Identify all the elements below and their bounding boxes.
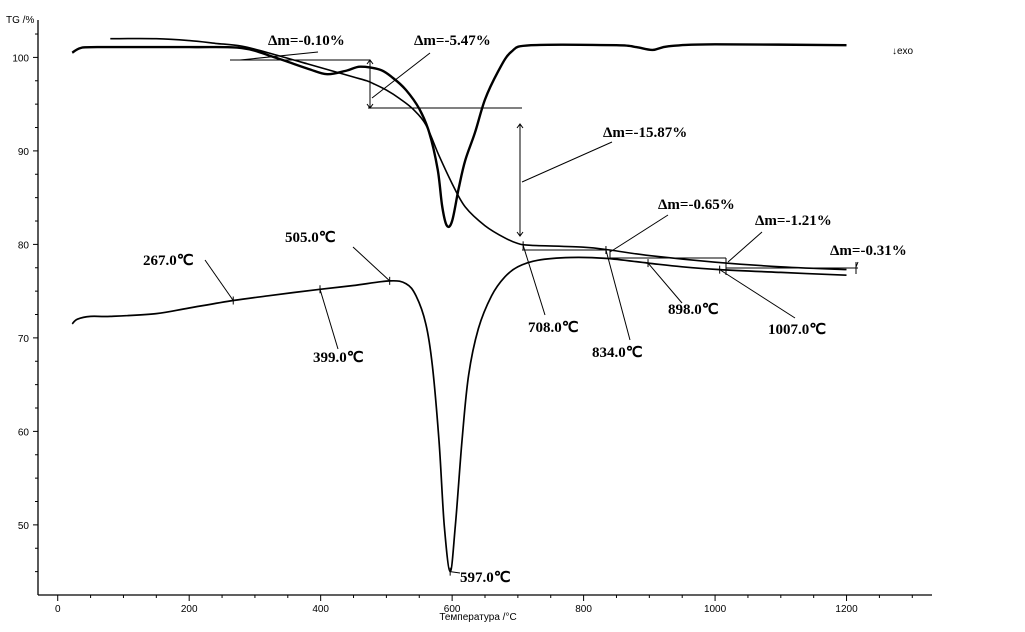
mass-loss-leader: [239, 51, 319, 61]
y-tick-label: 60: [18, 427, 30, 438]
x-tick-label: 1000: [704, 604, 727, 615]
mass-loss-label: Δm=-1.21%: [755, 213, 832, 229]
y-tick-label: 90: [18, 147, 30, 158]
x-tick-label: 800: [575, 604, 592, 615]
temperature-leader: [605, 249, 631, 341]
x-tick-label: 200: [181, 604, 198, 615]
step-guides: [230, 59, 858, 275]
x-tick-label: 0: [55, 604, 61, 615]
curve-dtg: [71, 43, 847, 229]
x-tick-label: 400: [312, 604, 329, 615]
curve-tg: [110, 37, 847, 271]
x-axis-label: Температура /°C: [439, 612, 516, 623]
temperature-leader: [352, 246, 391, 282]
y-tick-label: 100: [12, 53, 29, 64]
axes: [37, 20, 932, 596]
temperature-label: 597.0℃: [460, 570, 511, 586]
x-tick-label: 1200: [835, 604, 858, 615]
bracket-arrowhead: [366, 59, 374, 65]
temperature-label: 1007.0℃: [768, 322, 826, 338]
y-tick-label: 80: [18, 240, 30, 251]
temperature-leader: [719, 269, 796, 319]
mass-loss-leader: [609, 214, 669, 253]
temperature-label: 399.0℃: [313, 350, 364, 366]
x-tick-label: 600: [444, 604, 461, 615]
mass-loss-label: Δm=-0.10%: [268, 33, 345, 49]
mass-loss-leader: [855, 261, 859, 268]
temperature-label: 505.0℃: [285, 230, 336, 246]
exo-direction-label: ↓exo: [892, 46, 914, 57]
curves: [71, 37, 847, 573]
curve-dta: [71, 256, 847, 573]
temperature-leader: [647, 262, 683, 304]
mass-loss-label: Δm=-0.65%: [658, 197, 735, 213]
bracket-arrowhead: [516, 123, 524, 129]
mass-loss-label: Δm=-0.31%: [830, 243, 907, 259]
temperature-leader: [319, 289, 339, 350]
annotations: Δm=-0.10% Δm=-5.47% Δm=-15.87% Δm=-0.65% Δm=…: [143, 33, 907, 586]
bracket-arrowhead: [516, 231, 524, 237]
mass-loss-label: Δm=-15.87%: [603, 125, 687, 141]
temperature-label: 898.0℃: [668, 302, 719, 318]
mass-loss-leader: [371, 52, 431, 99]
y-tick-label: 70: [18, 334, 30, 345]
temperature-leader: [450, 571, 461, 574]
mass-loss-leader: [727, 231, 763, 263]
temperature-label: 267.0℃: [143, 253, 194, 269]
temperature-leader: [204, 259, 234, 301]
y-tick-label: 50: [18, 521, 30, 532]
mass-loss-label: Δm=-5.47%: [414, 33, 491, 49]
temperature-label: 708.0℃: [528, 320, 579, 336]
y-axis-label: TG /%: [6, 15, 34, 26]
mass-loss-leader: [521, 141, 613, 183]
bracket-arrowhead: [366, 103, 374, 109]
temperature-label: 834.0℃: [592, 345, 643, 361]
temperature-leader: [522, 245, 546, 316]
